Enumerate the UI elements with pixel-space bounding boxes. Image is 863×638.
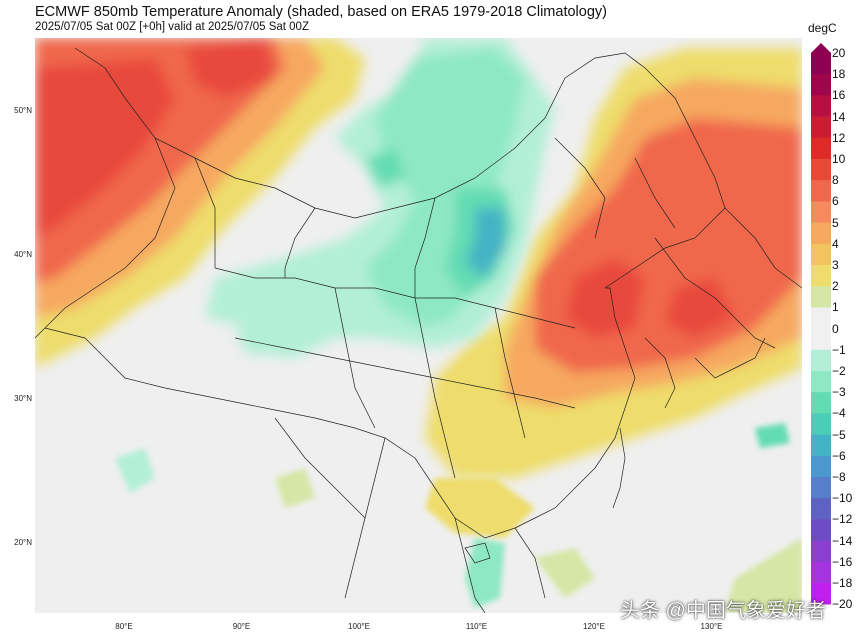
lon-label-100: 100°E: [348, 622, 370, 631]
colorbar-segment: [811, 477, 831, 499]
colorbar-tick-label: 5: [832, 215, 839, 230]
colorbar-tick-label: −1: [832, 342, 846, 357]
colorbar-segment: [811, 307, 831, 329]
colorbar: [811, 43, 831, 605]
colorbar-segment: [811, 95, 831, 117]
colorbar-tick-label: −12: [832, 512, 853, 527]
colorbar-tick-label: 16: [832, 88, 846, 103]
colorbar-segment: [811, 180, 831, 202]
lat-label-30: 30°N: [14, 394, 32, 403]
lon-label-90: 90°E: [232, 622, 251, 631]
colorbar-segment: [811, 371, 831, 393]
lat-label-20: 20°N: [14, 538, 32, 547]
colorbar-segment: [811, 349, 831, 372]
map-canvas: [35, 38, 802, 613]
colorbar-tick-label: 14: [832, 109, 846, 124]
colorbar-segment: [811, 286, 831, 308]
colorbar-segment: [811, 159, 831, 181]
colorbar-tick-label: 0: [832, 321, 839, 336]
colorbar-segment: [811, 116, 831, 139]
colorbar-segment: [811, 498, 831, 520]
colorbar-tick-label: 20: [832, 46, 846, 60]
colorbar-tick-label: 8: [832, 173, 839, 188]
colorbar-unit: degC: [808, 21, 837, 35]
colorbar-tick-label: 2: [832, 279, 839, 294]
colorbar-segment: [811, 583, 831, 605]
colorbar-tick-label: −5: [832, 427, 846, 442]
colorbar-tick-label: −3: [832, 385, 846, 400]
colorbar-segment: [811, 328, 831, 351]
lat-label-50: 50°N: [14, 106, 32, 115]
map-subtitle: 2025/07/05 Sat 00Z [+0h] valid at 2025/0…: [35, 21, 309, 33]
colorbar-segment: [811, 137, 831, 160]
colorbar-tick-label: −4: [832, 406, 846, 421]
colorbar-tick-label: 4: [832, 236, 839, 251]
colorbar-segment: [811, 53, 831, 75]
colorbar-segment: [811, 519, 831, 541]
colorbar-tick-label: −2: [832, 364, 846, 378]
lon-label-130: 130°E: [700, 622, 723, 631]
colorbar-segment: [811, 201, 831, 223]
colorbar-tick-label: 1: [832, 300, 839, 315]
colorbar-segment: [811, 243, 831, 266]
anomaly-map: [35, 38, 802, 613]
colorbar-segment: [811, 392, 831, 414]
political-boundaries: [35, 47, 802, 613]
colorbar-tick-label: −14: [832, 533, 853, 548]
colorbar-tick-label: −16: [832, 554, 853, 569]
watermark: 头条 @中国气象爱好者: [620, 600, 826, 622]
colorbar-tick-label: 10: [832, 152, 846, 166]
colorbar-segment: [811, 434, 831, 457]
warm-anomaly-northwest: [35, 38, 365, 368]
colorbar-tick-label: −20: [832, 597, 853, 612]
map-title: ECMWF 850mb Temperature Anomaly (shaded,…: [35, 4, 607, 20]
colorbar-tick-label: 18: [832, 67, 846, 82]
colorbar-tick-label: −8: [832, 470, 846, 484]
lon-label-120: 120°E: [583, 622, 605, 631]
scattered-anomalies-south: [115, 423, 802, 613]
colorbar-segment: [811, 413, 831, 435]
cool-anomaly-north: [205, 38, 555, 358]
lon-label-110: 110°E: [465, 622, 488, 631]
colorbar-tick-label: 3: [832, 258, 839, 272]
colorbar-segment: [811, 540, 831, 563]
colorbar-tick-label: 12: [832, 130, 846, 145]
colorbar-tick-label: −10: [832, 491, 853, 506]
lon-label-80: 80°E: [115, 622, 133, 631]
colorbar-extend-arrow: [811, 43, 831, 53]
colorbar-tick-label: 6: [832, 194, 839, 209]
lat-label-40: 40°N: [14, 250, 32, 259]
colorbar-segment: [811, 222, 831, 245]
colorbar-tick-label: −18: [832, 576, 853, 590]
colorbar-segment: [811, 265, 831, 287]
colorbar-tick-label: −6: [832, 448, 846, 463]
colorbar-segment: [811, 561, 831, 584]
colorbar-segment: [811, 74, 831, 96]
colorbar-segment: [811, 455, 831, 478]
